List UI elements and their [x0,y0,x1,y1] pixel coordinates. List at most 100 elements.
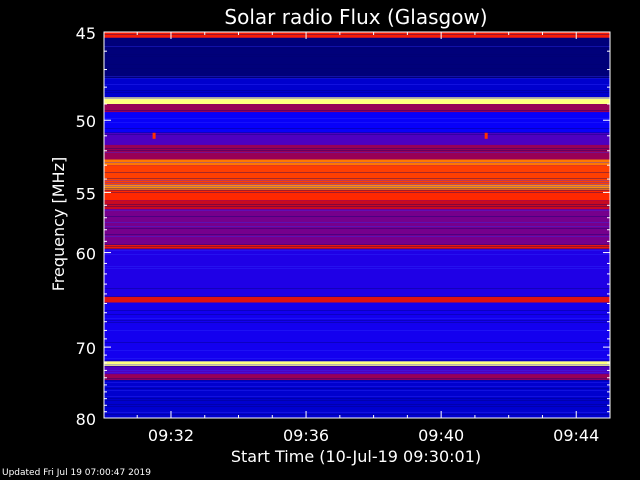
intensity-band [104,184,610,190]
chart-title: Solar radio Flux (Glasgow) [224,5,487,29]
noise-streak [104,414,610,415]
noise-streak [104,404,610,405]
noise-streak [104,398,610,399]
noise-streak [104,90,610,91]
y-tick-label: 60 [76,245,96,264]
noise-streak [104,56,610,57]
noise-streak [104,192,610,193]
noise-streak [104,382,610,383]
noise-streak [104,244,610,245]
noise-streak [104,122,610,123]
noise-streak [104,342,610,343]
noise-streak [104,288,610,289]
noise-streak [104,152,610,153]
noise-streak [104,210,610,211]
noise-streak [104,204,610,205]
noise-streak [104,378,610,379]
noise-streak [104,186,610,187]
noise-streak [104,234,610,235]
intensity-band [104,132,610,145]
x-tick-label: 09:36 [283,426,329,445]
noise-streak [104,132,610,133]
noise-streak [104,254,610,255]
intensity-band [104,365,610,375]
noise-streak [104,180,610,181]
noise-streak [104,64,610,65]
intensity-band [104,379,610,418]
noise-streak [104,236,610,237]
noise-streak [104,372,610,373]
noise-streak [104,188,610,189]
noise-streak [104,266,610,267]
noise-streak [104,150,610,151]
noise-streak [104,330,610,331]
noise-streak [104,296,610,297]
updated-timestamp: Updated Fri Jul 19 07:00:47 2019 [2,468,151,478]
noise-streak [104,412,610,413]
noise-streak [104,310,610,311]
noise-streak [104,46,610,47]
noise-streak [104,366,610,367]
noise-streak [104,54,610,55]
y-axis: 45 50 55 60 70 80 [76,24,610,429]
noise-streak [104,268,610,269]
intensity-band [104,302,610,362]
noise-streak [104,182,610,183]
noise-streak [104,228,610,229]
noise-streak [104,248,610,249]
noise-streak [104,322,610,323]
x-tick-label: 09:32 [148,426,194,445]
noise-streak [104,84,610,85]
noise-streak [104,350,610,351]
noise-streak [104,110,610,111]
noise-streak [104,206,610,207]
noise-streak [104,48,610,49]
noise-streak [104,364,610,365]
intensity-band [104,97,610,105]
noise-streak [104,222,610,223]
y-tick-label: 70 [76,339,96,358]
intensity-band [104,112,610,133]
noise-streak [104,320,610,321]
noise-streak [104,386,610,387]
intensity-band [104,32,610,38]
noise-streak [104,98,610,99]
y-axis-label: Frequency [MHz] [49,157,68,291]
intensity-band [104,78,610,98]
noise-streak [104,246,610,247]
noise-streak [104,396,610,397]
noise-streak [104,148,610,149]
intensity-band [104,159,610,166]
intensity-band [104,361,610,366]
noise-streak [104,390,610,391]
x-axis-label: Start Time (10-Jul-19 09:30:01) [231,447,481,466]
noise-streak [104,134,610,135]
noise-streak [104,92,610,93]
intensity-band [104,37,610,79]
noise-streak [104,190,610,191]
intensity-band [104,244,610,250]
noise-streak [104,226,610,227]
noise-streak [104,370,610,371]
intensity-band [104,144,610,160]
x-tick-label: 09:40 [418,426,464,445]
plot-area [103,31,611,419]
noise-streak [104,162,610,163]
intensity-band [104,209,610,245]
noise-streak [104,76,610,77]
burst-mark [152,132,156,139]
noise-streak [104,68,610,69]
x-tick-label: 09:44 [553,426,599,445]
noise-streak [104,314,610,315]
burst-mark [484,132,488,139]
noise-streak [104,318,610,319]
noise-streak [104,78,610,79]
noise-streak [104,216,610,217]
noise-streak [104,128,610,129]
intensity-band [104,189,610,201]
noise-streak [104,388,610,389]
y-tick-label: 55 [76,184,96,203]
noise-streak [104,360,610,361]
intensity-band [104,165,610,185]
